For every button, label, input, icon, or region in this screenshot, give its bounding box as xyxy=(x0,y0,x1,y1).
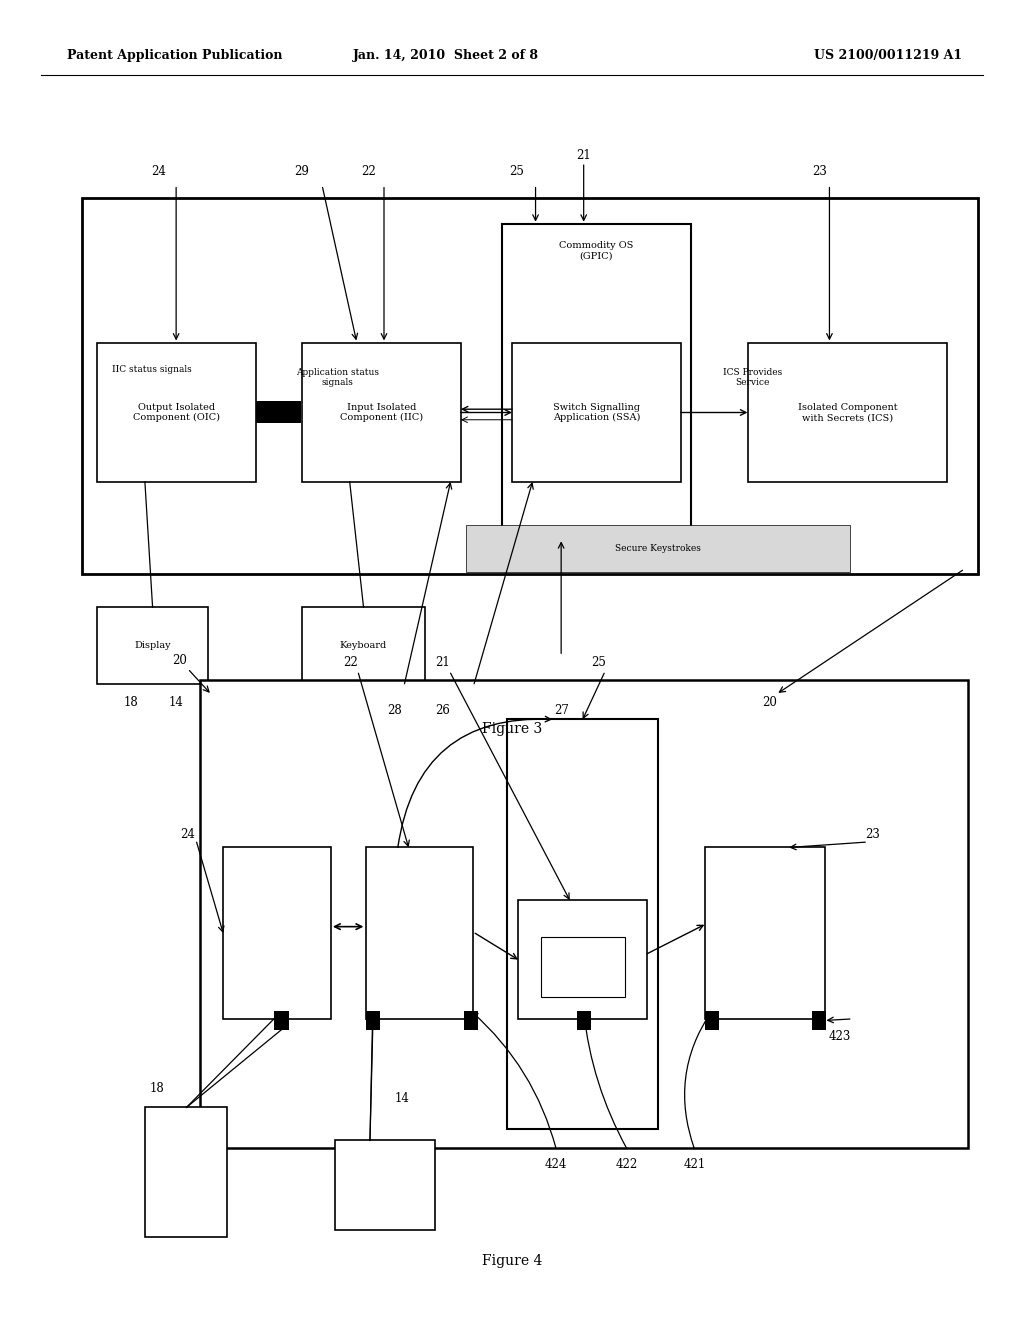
Bar xyxy=(812,1011,826,1030)
Bar xyxy=(577,1011,591,1030)
Bar xyxy=(200,680,968,1148)
Bar xyxy=(97,607,208,684)
Bar xyxy=(464,1011,478,1030)
Bar xyxy=(256,401,301,422)
Text: 22: 22 xyxy=(343,656,357,669)
Text: Figure 4: Figure 4 xyxy=(482,1254,542,1267)
Text: 25: 25 xyxy=(592,656,606,669)
Text: Secure Keystrokes: Secure Keystrokes xyxy=(615,544,700,553)
Text: 23: 23 xyxy=(812,165,826,178)
Text: IIC status signals: IIC status signals xyxy=(112,366,191,374)
Text: US 2100/0011219 A1: US 2100/0011219 A1 xyxy=(814,49,963,62)
Text: Switch Signalling
Application (SSA): Switch Signalling Application (SSA) xyxy=(553,403,640,422)
Text: 424: 424 xyxy=(545,1158,567,1171)
Bar xyxy=(502,224,691,541)
Bar xyxy=(302,343,461,482)
Bar xyxy=(335,1140,435,1230)
Bar xyxy=(223,847,331,1019)
Bar xyxy=(366,847,473,1019)
Bar xyxy=(256,401,301,420)
Text: 23: 23 xyxy=(865,828,880,841)
Text: 24: 24 xyxy=(180,828,195,841)
Bar xyxy=(97,343,256,482)
Text: 22: 22 xyxy=(361,165,376,178)
Bar xyxy=(541,937,625,997)
Text: 14: 14 xyxy=(395,1092,410,1105)
Text: Jan. 14, 2010  Sheet 2 of 8: Jan. 14, 2010 Sheet 2 of 8 xyxy=(352,49,539,62)
Text: 14: 14 xyxy=(169,696,183,709)
Bar xyxy=(366,1011,380,1030)
Text: 423: 423 xyxy=(828,1030,851,1043)
Bar xyxy=(705,1011,719,1030)
Text: Isolated Component
with Secrets (ICS): Isolated Component with Secrets (ICS) xyxy=(798,403,897,422)
Bar xyxy=(82,198,978,574)
Text: 18: 18 xyxy=(150,1082,164,1096)
Text: 28: 28 xyxy=(387,704,401,717)
Bar xyxy=(302,607,425,684)
Text: Keyboard: Keyboard xyxy=(340,642,387,649)
Text: 20: 20 xyxy=(172,653,186,667)
Bar xyxy=(145,1107,227,1237)
Text: 421: 421 xyxy=(683,1158,706,1171)
Bar xyxy=(705,847,825,1019)
Text: 21: 21 xyxy=(577,149,591,162)
Bar xyxy=(466,525,850,572)
Text: 26: 26 xyxy=(435,704,450,717)
Text: 21: 21 xyxy=(435,656,450,669)
Text: 18: 18 xyxy=(124,696,138,709)
Text: Input Isolated
Component (IIC): Input Isolated Component (IIC) xyxy=(340,403,423,422)
Bar xyxy=(512,343,681,482)
Text: ICS Provides
Service: ICS Provides Service xyxy=(723,368,782,387)
Bar xyxy=(507,719,658,1129)
Text: Figure 3: Figure 3 xyxy=(482,722,542,735)
Text: Display: Display xyxy=(134,642,171,649)
Bar xyxy=(518,900,647,1019)
Bar xyxy=(748,343,947,482)
Text: 20: 20 xyxy=(763,696,777,709)
Text: 422: 422 xyxy=(615,1158,638,1171)
Text: 24: 24 xyxy=(152,165,166,178)
Text: Application status
signals: Application status signals xyxy=(296,368,380,387)
Text: Commodity OS
(GPIC): Commodity OS (GPIC) xyxy=(559,242,634,260)
Text: Patent Application Publication: Patent Application Publication xyxy=(67,49,282,62)
Text: 27: 27 xyxy=(554,704,568,717)
Text: 25: 25 xyxy=(510,165,524,178)
Text: Output Isolated
Component (OIC): Output Isolated Component (OIC) xyxy=(133,403,220,422)
Bar xyxy=(274,1011,289,1030)
Text: 29: 29 xyxy=(295,165,309,178)
